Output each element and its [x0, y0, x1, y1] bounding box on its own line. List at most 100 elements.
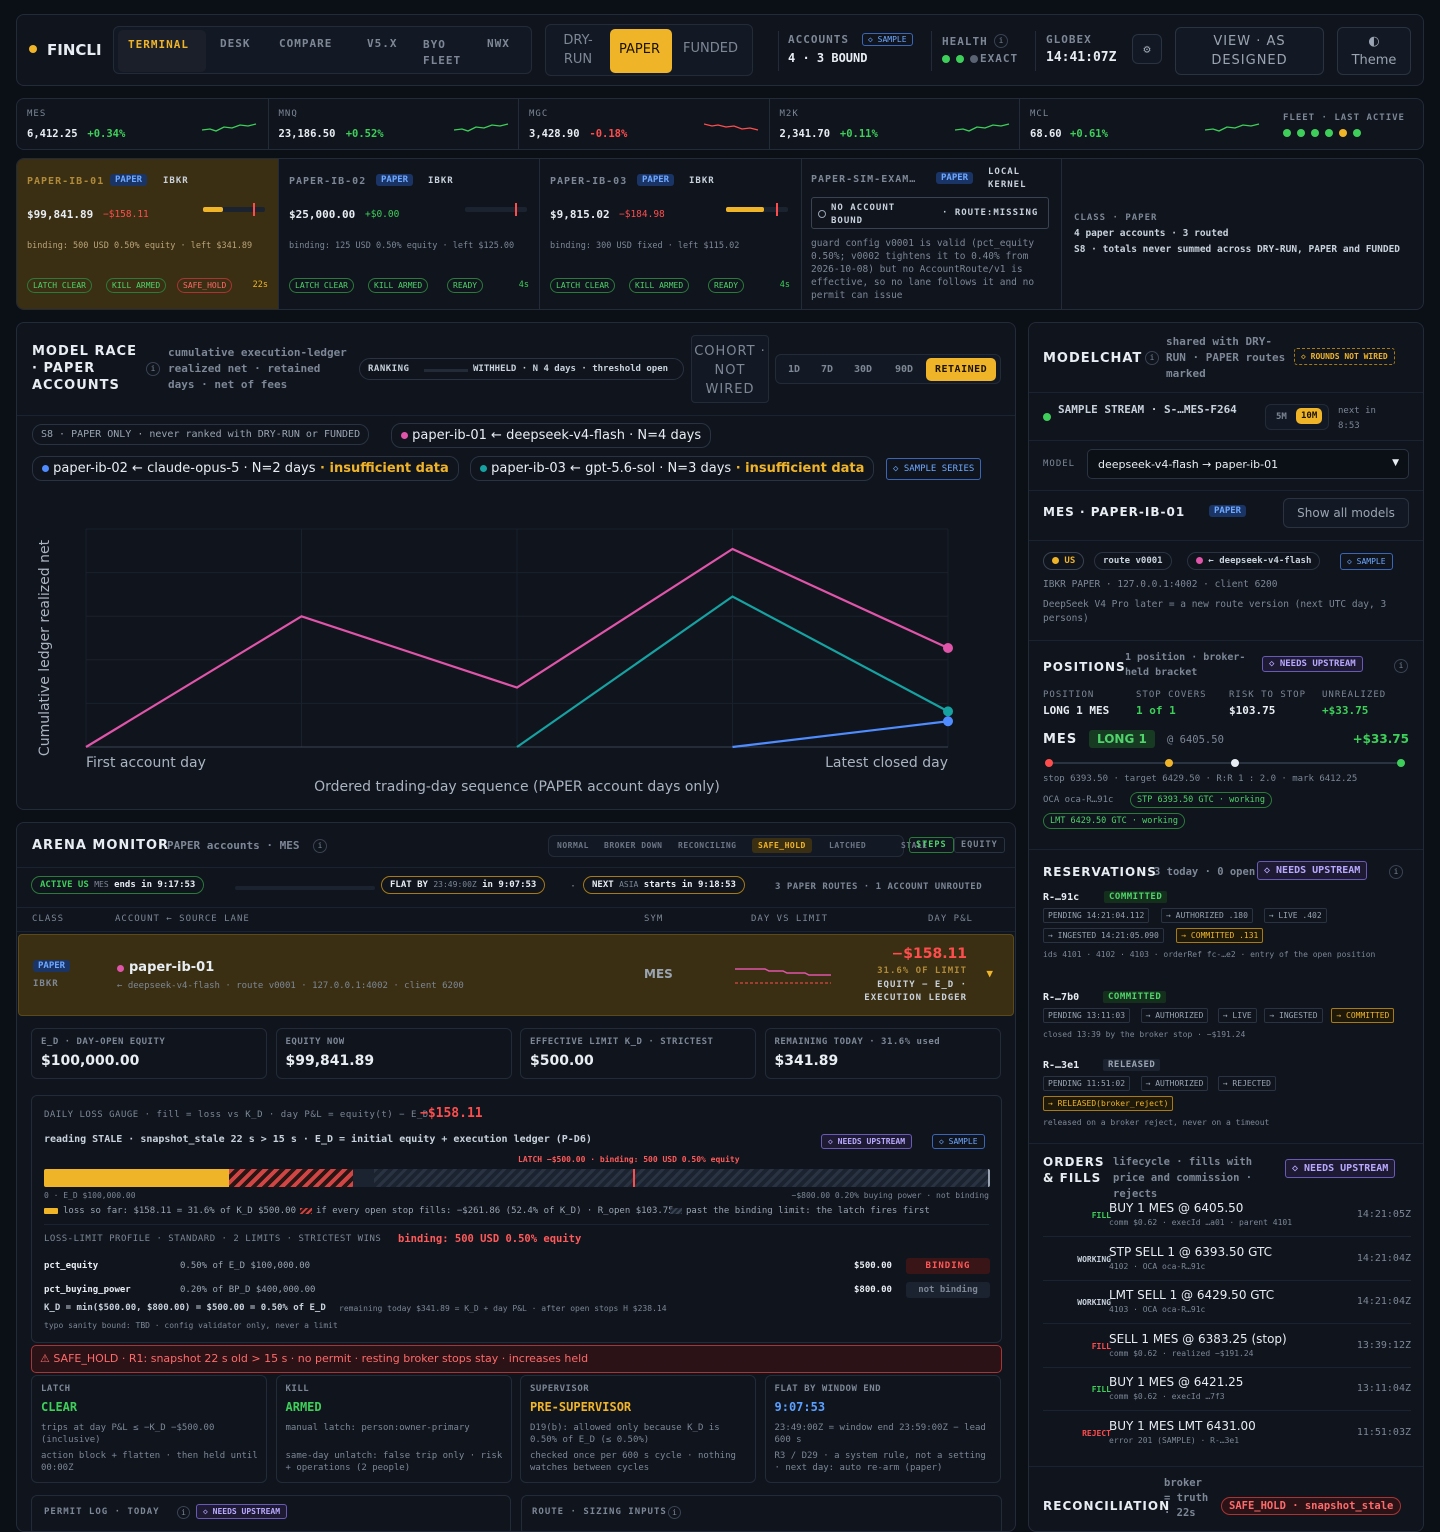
- modelchat-info-icon[interactable]: i: [1145, 351, 1159, 365]
- account-card-paper-ib-02[interactable]: PAPER-IB-02 PAPER IBKR $25,000.00 +$0.00…: [278, 159, 539, 309]
- chevron-down-icon: ▼: [1392, 458, 1399, 468]
- account-card-paper-ib-01[interactable]: PAPER-IB-01 PAPER IBKR $99,841.89 −$158.…: [17, 159, 278, 309]
- gauge-legend-stops: if every open stop fills: −$261.86 (52.4…: [316, 1206, 674, 1216]
- table-row[interactable]: PAPER IBKR paper-ib-01 ← deepseek-v4-fla…: [18, 934, 1014, 1016]
- legend-item[interactable]: paper-ib-01 ← deepseek-v4-flash · N=4 da…: [391, 423, 712, 448]
- chevron-down-icon[interactable]: ▼: [986, 967, 993, 980]
- order-row[interactable]: WORKING STP SELL 1 @ 6393.50 GTC 4102 · …: [1043, 1241, 1411, 1281]
- reservation-note: closed 13:39 by the broker stop · −$191.…: [1043, 1030, 1246, 1039]
- state-normal[interactable]: NORMAL: [557, 841, 589, 850]
- theme-button[interactable]: ◐ Theme: [1337, 27, 1411, 75]
- row-lane: ← deepseek-v4-flash · route v0001 · 127.…: [117, 981, 464, 991]
- tab-desk[interactable]: DESK: [220, 37, 251, 50]
- tab-compare[interactable]: COMPARE: [279, 37, 333, 50]
- mes-title: MES · PAPER-IB-01: [1043, 505, 1186, 519]
- sim-card[interactable]: PAPER-SIM-EXAM… PAPER LOCAL KERNEL NO AC…: [801, 159, 1061, 309]
- class-note: S8 · totals never summed across DRY-RUN,…: [1074, 244, 1401, 255]
- health-label: HEALTH: [942, 35, 988, 48]
- tab-nwx[interactable]: NWX: [487, 37, 510, 50]
- reservation-step: → LIVE .402: [1263, 908, 1327, 923]
- rounds-not-wired-tag: ◇ ROUNDS NOT WIRED: [1294, 348, 1395, 365]
- orders-subtitle: lifecycle · fills with price and commiss…: [1113, 1156, 1253, 1200]
- order-row[interactable]: REJECT BUY 1 MES LMT 6431.00 error 201 (…: [1043, 1415, 1411, 1455]
- mode-paper[interactable]: PAPER: [610, 29, 672, 73]
- show-all-models-button[interactable]: Show all models: [1283, 498, 1409, 528]
- status-latch: LATCH CLEAR: [550, 278, 615, 293]
- position-entry: @ 6405.50: [1167, 734, 1224, 746]
- interval-10m[interactable]: 10M: [1296, 408, 1323, 424]
- range-retained[interactable]: RETAINED: [926, 358, 997, 381]
- ticker-sparkline: [202, 123, 257, 132]
- card-label: KILL: [285, 1384, 310, 1394]
- reservations-info-icon[interactable]: i: [1389, 865, 1403, 879]
- nav-tabs: TERMINAL DESK COMPARE V5.X BYO FLEET NWX: [113, 26, 532, 74]
- view-steps[interactable]: STEPS: [909, 837, 954, 853]
- profile-key: pct_buying_power: [44, 1285, 131, 1295]
- row-account-name: paper-ib-01: [129, 960, 215, 975]
- range-1d[interactable]: 1D: [788, 364, 801, 375]
- ticker-change: +0.61%: [1070, 128, 1108, 140]
- range-90d[interactable]: 90D: [895, 364, 914, 375]
- status-kill: KILL ARMED: [629, 278, 690, 293]
- ticker-price: 3,428.90: [529, 128, 580, 140]
- position-sym: MES: [1043, 732, 1078, 747]
- ticker-mgc[interactable]: MGC 3,428.90 -0.18%: [518, 99, 768, 149]
- tab-v5x[interactable]: V5.X: [367, 37, 398, 50]
- state-latched[interactable]: LATCHED: [829, 841, 867, 850]
- status-kill: KILL ARMED: [106, 278, 167, 293]
- positions-info-icon[interactable]: i: [1394, 659, 1408, 673]
- state-reconciling[interactable]: RECONCILING: [678, 841, 737, 850]
- order-row[interactable]: FILL BUY 1 MES @ 6405.50 comm $0.62 · ex…: [1043, 1197, 1411, 1237]
- range-7d[interactable]: 7D: [821, 364, 834, 375]
- order-row[interactable]: FILL SELL 1 MES @ 6383.25 (stop) comm $0…: [1043, 1328, 1411, 1368]
- permit-info-icon[interactable]: i: [177, 1506, 190, 1519]
- profile-desc: 0.50% of E_D $100,000.00: [180, 1261, 311, 1271]
- order-row[interactable]: FILL BUY 1 MES @ 6421.25 comm $0.62 · ex…: [1043, 1371, 1411, 1411]
- ticker-price: 6,412.25: [27, 128, 78, 140]
- account-name: PAPER-IB-02: [289, 176, 367, 187]
- profile-value: $800.00: [854, 1285, 892, 1295]
- reservation-step: → INGESTED 14:21:05.090: [1043, 928, 1164, 943]
- reservation-step: PENDING 14:21:04.112: [1043, 908, 1150, 923]
- range-30d[interactable]: 30D: [854, 364, 873, 375]
- reservation-id: R-…91c: [1043, 892, 1080, 903]
- settings-button[interactable]: ⚙: [1132, 34, 1162, 64]
- model-select[interactable]: deepseek-v4-flash → paper-ib-01 ▼: [1087, 449, 1409, 479]
- ticker-symbol: M2K: [779, 109, 799, 119]
- gauge-upstream-tag: ◇ NEEDS UPSTREAM: [821, 1134, 913, 1149]
- view-equity[interactable]: EQUITY: [954, 837, 1005, 853]
- ticker-mcl[interactable]: MCL 68.60 +0.61%: [1019, 99, 1269, 149]
- order-kind: REJECT: [1082, 1428, 1111, 1438]
- mode-funded[interactable]: FUNDED: [683, 41, 738, 56]
- reservations-title: RESERVATIONS: [1043, 865, 1157, 879]
- order-row[interactable]: WORKING LMT SELL 1 @ 6429.50 GTC 4103 · …: [1043, 1284, 1411, 1324]
- tab-terminal[interactable]: TERMINAL: [118, 30, 206, 72]
- account-binding: binding: 125 USD 0.50% equity · left $12…: [289, 241, 515, 251]
- legend-item[interactable]: paper-ib-03 ← gpt-5.6-sol · N=3 days · i…: [470, 456, 875, 481]
- arena-info-icon[interactable]: i: [313, 839, 327, 853]
- health-info-icon[interactable]: i: [994, 34, 1008, 48]
- mode-dry-run[interactable]: DRY-RUN: [563, 33, 593, 67]
- route-info-icon[interactable]: i: [668, 1506, 681, 1519]
- view-as-designed-button[interactable]: VIEW · AS DESIGNED: [1175, 27, 1324, 75]
- race-info-icon[interactable]: i: [146, 362, 160, 376]
- order-sub: error 201 (SAMPLE) · R-…3e1: [1109, 1435, 1240, 1445]
- tab-byo-fleet[interactable]: BYO FLEET: [423, 38, 462, 67]
- order-kind: WORKING: [1077, 1254, 1111, 1264]
- ticker-m2k[interactable]: M2K 2,341.70 +0.11%: [768, 99, 1019, 149]
- right-column: MODELCHAT i shared with DRY-RUN · PAPER …: [1028, 322, 1424, 1532]
- state-safe-hold[interactable]: SAFE_HOLD: [752, 838, 812, 853]
- reservation-step: → AUTHORIZED: [1140, 1076, 1209, 1091]
- ticker-mnq[interactable]: MNQ 23,186.50 +0.52%: [267, 99, 518, 149]
- legend-item[interactable]: paper-ib-02 ← claude-opus-5 · N=2 days ·…: [32, 456, 459, 481]
- card-detail: trips at day P&L ≤ −K_D −$500.00 (inclus…: [41, 1423, 215, 1445]
- sim-status-box: NO ACCOUNT BOUND · ROUTE:MISSING: [811, 197, 1049, 229]
- state-stale[interactable]: STALE: [901, 841, 928, 850]
- status-latch: LATCH CLEAR: [27, 278, 92, 293]
- gauge-title: DAILY LOSS GAUGE · fill = loss vs K_D · …: [44, 1110, 429, 1120]
- account-card-paper-ib-03[interactable]: PAPER-IB-03 PAPER IBKR $9,815.02 −$184.9…: [539, 159, 800, 309]
- state-broker-down[interactable]: BROKER DOWN: [604, 841, 663, 850]
- interval-5m[interactable]: 5M: [1276, 412, 1287, 422]
- card-detail: 23:49:00Z = window end 23:59:00Z − lead …: [774, 1423, 986, 1445]
- ticker-mes[interactable]: MES 6,412.25 +0.34%: [17, 99, 267, 149]
